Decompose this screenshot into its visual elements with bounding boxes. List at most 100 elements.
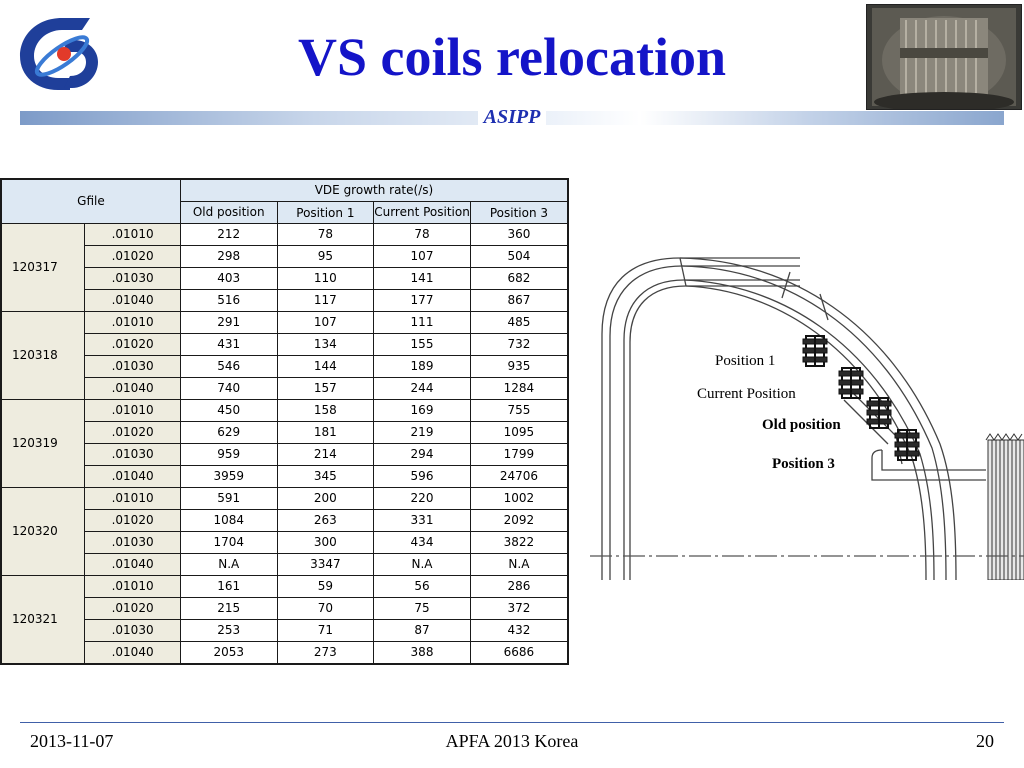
growth-rate-cell: 1799 [469, 442, 569, 466]
growth-rate-cell: 485 [469, 310, 569, 334]
growth-rate-cell: 263 [276, 508, 375, 532]
growth-rate-cell: 177 [373, 288, 471, 312]
column-header-old-position: Old position [179, 201, 278, 224]
growth-rate-cell: 629 [179, 420, 278, 444]
growth-rate-cell: 212 [179, 222, 278, 246]
growth-rate-cell: 3959 [179, 464, 278, 488]
growth-rate-cell: 110 [276, 266, 375, 290]
growth-rate-cell: 3347 [276, 552, 375, 576]
growth-rate-cell: 331 [373, 508, 471, 532]
gfile-cell: 120317 [0, 222, 86, 312]
time-slice-cell: .01020 [84, 244, 181, 268]
table-row: .01030 403 110 141 682 [1, 266, 569, 290]
growth-rate-cell: 1002 [469, 486, 569, 510]
growth-rate-cell: 158 [276, 398, 375, 422]
growth-rate-cell: 200 [276, 486, 375, 510]
growth-rate-cell: 169 [373, 398, 471, 422]
organization-label: ASIPP [0, 106, 1024, 129]
gfile-cell: 120319 [0, 398, 86, 488]
growth-rate-cell: 450 [179, 398, 278, 422]
column-header-position-3: Position 3 [469, 201, 569, 224]
growth-rate-cell: 434 [373, 530, 471, 554]
growth-rate-cell: 1284 [469, 376, 569, 400]
growth-rate-cell: 2053 [179, 640, 278, 665]
time-slice-cell: .01040 [84, 376, 181, 400]
table-row: .01040 740 157 244 1284 [1, 376, 569, 400]
table-row: 120320.01010 591 200 220 1002 [0, 486, 569, 576]
growth-rate-cell: 56 [373, 574, 471, 598]
time-slice-cell: .01030 [84, 266, 181, 290]
time-slice-cell: .01030 [84, 442, 181, 466]
vde-growth-rate-table: Gfile VDE growth rate(/s) Old position P… [0, 178, 569, 665]
growth-rate-cell: 244 [373, 376, 471, 400]
time-slice-cell: .01030 [84, 530, 181, 554]
time-slice-cell: .01010 [84, 310, 181, 334]
growth-rate-cell: 141 [373, 266, 471, 290]
footer-page-number: 20 [976, 731, 994, 751]
column-header-text: Current Position [374, 205, 470, 220]
growth-rate-cell: 6686 [469, 640, 569, 665]
growth-rate-cell: 59 [276, 574, 375, 598]
growth-rate-cell: 431 [179, 332, 278, 356]
growth-rate-cell: 70 [276, 596, 375, 620]
growth-rate-cell: 403 [179, 266, 278, 290]
growth-rate-cell: 388 [373, 640, 471, 665]
time-slice-cell: .01010 [84, 398, 181, 422]
gfile-cell: 120320 [0, 486, 86, 576]
table-row: 120321.01010 161 59 56 286 [0, 574, 569, 665]
growth-rate-cell: 253 [179, 618, 278, 642]
growth-rate-cell: 360 [469, 222, 569, 246]
column-header-text: Position 3 [489, 206, 548, 220]
coil-old-position [866, 397, 892, 429]
table-row: .01030 546 144 189 935 [1, 354, 569, 378]
growth-rate-cell: 219 [373, 420, 471, 444]
growth-rate-cell: 516 [179, 288, 278, 312]
growth-rate-cell: 273 [276, 640, 375, 665]
growth-rate-cell: 732 [469, 332, 569, 356]
table-row: .01020 1084 263 331 2092 [1, 508, 569, 532]
growth-rate-cell: 95 [276, 244, 375, 268]
growth-rate-cell: 1704 [179, 530, 278, 554]
growth-rate-cell: 372 [469, 596, 569, 620]
table-row: .01020 215 70 75 372 [1, 596, 569, 620]
coil-position-1 [802, 335, 828, 367]
gfile-header: Gfile [0, 178, 181, 224]
growth-rate-cell: 1095 [469, 420, 569, 444]
growth-rate-cell: 181 [276, 420, 375, 444]
growth-rate-cell: 755 [469, 398, 569, 422]
column-header-text: Position 1 [296, 206, 355, 220]
growth-rate-cell: N.A [373, 552, 471, 576]
growth-rate-cell: 78 [276, 222, 375, 246]
time-slice-cell: .01020 [84, 420, 181, 444]
growth-rate-cell: 682 [469, 266, 569, 290]
growth-rate-cell: 935 [469, 354, 569, 378]
growth-rate-cell: 959 [179, 442, 278, 466]
column-header-row: Old position Position 1 Current Position… [1, 201, 569, 224]
growth-rate-cell: 596 [373, 464, 471, 488]
growth-rate-cell: 298 [179, 244, 278, 268]
growth-rate-cell: 286 [469, 574, 569, 598]
growth-rate-cell: 189 [373, 354, 471, 378]
table-row: .01020 629 181 219 1095 [1, 420, 569, 444]
growth-rate-cell: 432 [469, 618, 569, 642]
organization-text: ASIPP [477, 106, 547, 128]
table-body: 120317.01010 212 78 78 360.01020 298 95 107 504.… [0, 222, 569, 665]
time-slice-cell: .01040 [84, 464, 181, 488]
time-slice-cell: .01040 [84, 288, 181, 312]
table-row: 120319.01010 450 158 169 755 [0, 398, 569, 488]
growth-rate-cell: 214 [276, 442, 375, 466]
growth-rate-cell: 134 [276, 332, 375, 356]
footer-date: 2013-11-07 [30, 731, 114, 751]
growth-rate-cell: 2092 [469, 508, 569, 532]
table-row: .01030 253 71 87 432 [1, 618, 569, 642]
growth-rate-cell: 157 [276, 376, 375, 400]
column-header-current-position: Current Position [373, 201, 471, 224]
vessel-cross-section [590, 257, 1024, 581]
table-row: .01030 959 214 294 1799 [1, 442, 569, 466]
coil-position-diagram [590, 244, 1024, 581]
growth-rate-cell: 144 [276, 354, 375, 378]
growth-rate-cell: 294 [373, 442, 471, 466]
time-slice-cell: .01020 [84, 508, 181, 532]
footer-conference: APFA 2013 Korea [445, 731, 579, 751]
growth-rate-cell: 71 [276, 618, 375, 642]
